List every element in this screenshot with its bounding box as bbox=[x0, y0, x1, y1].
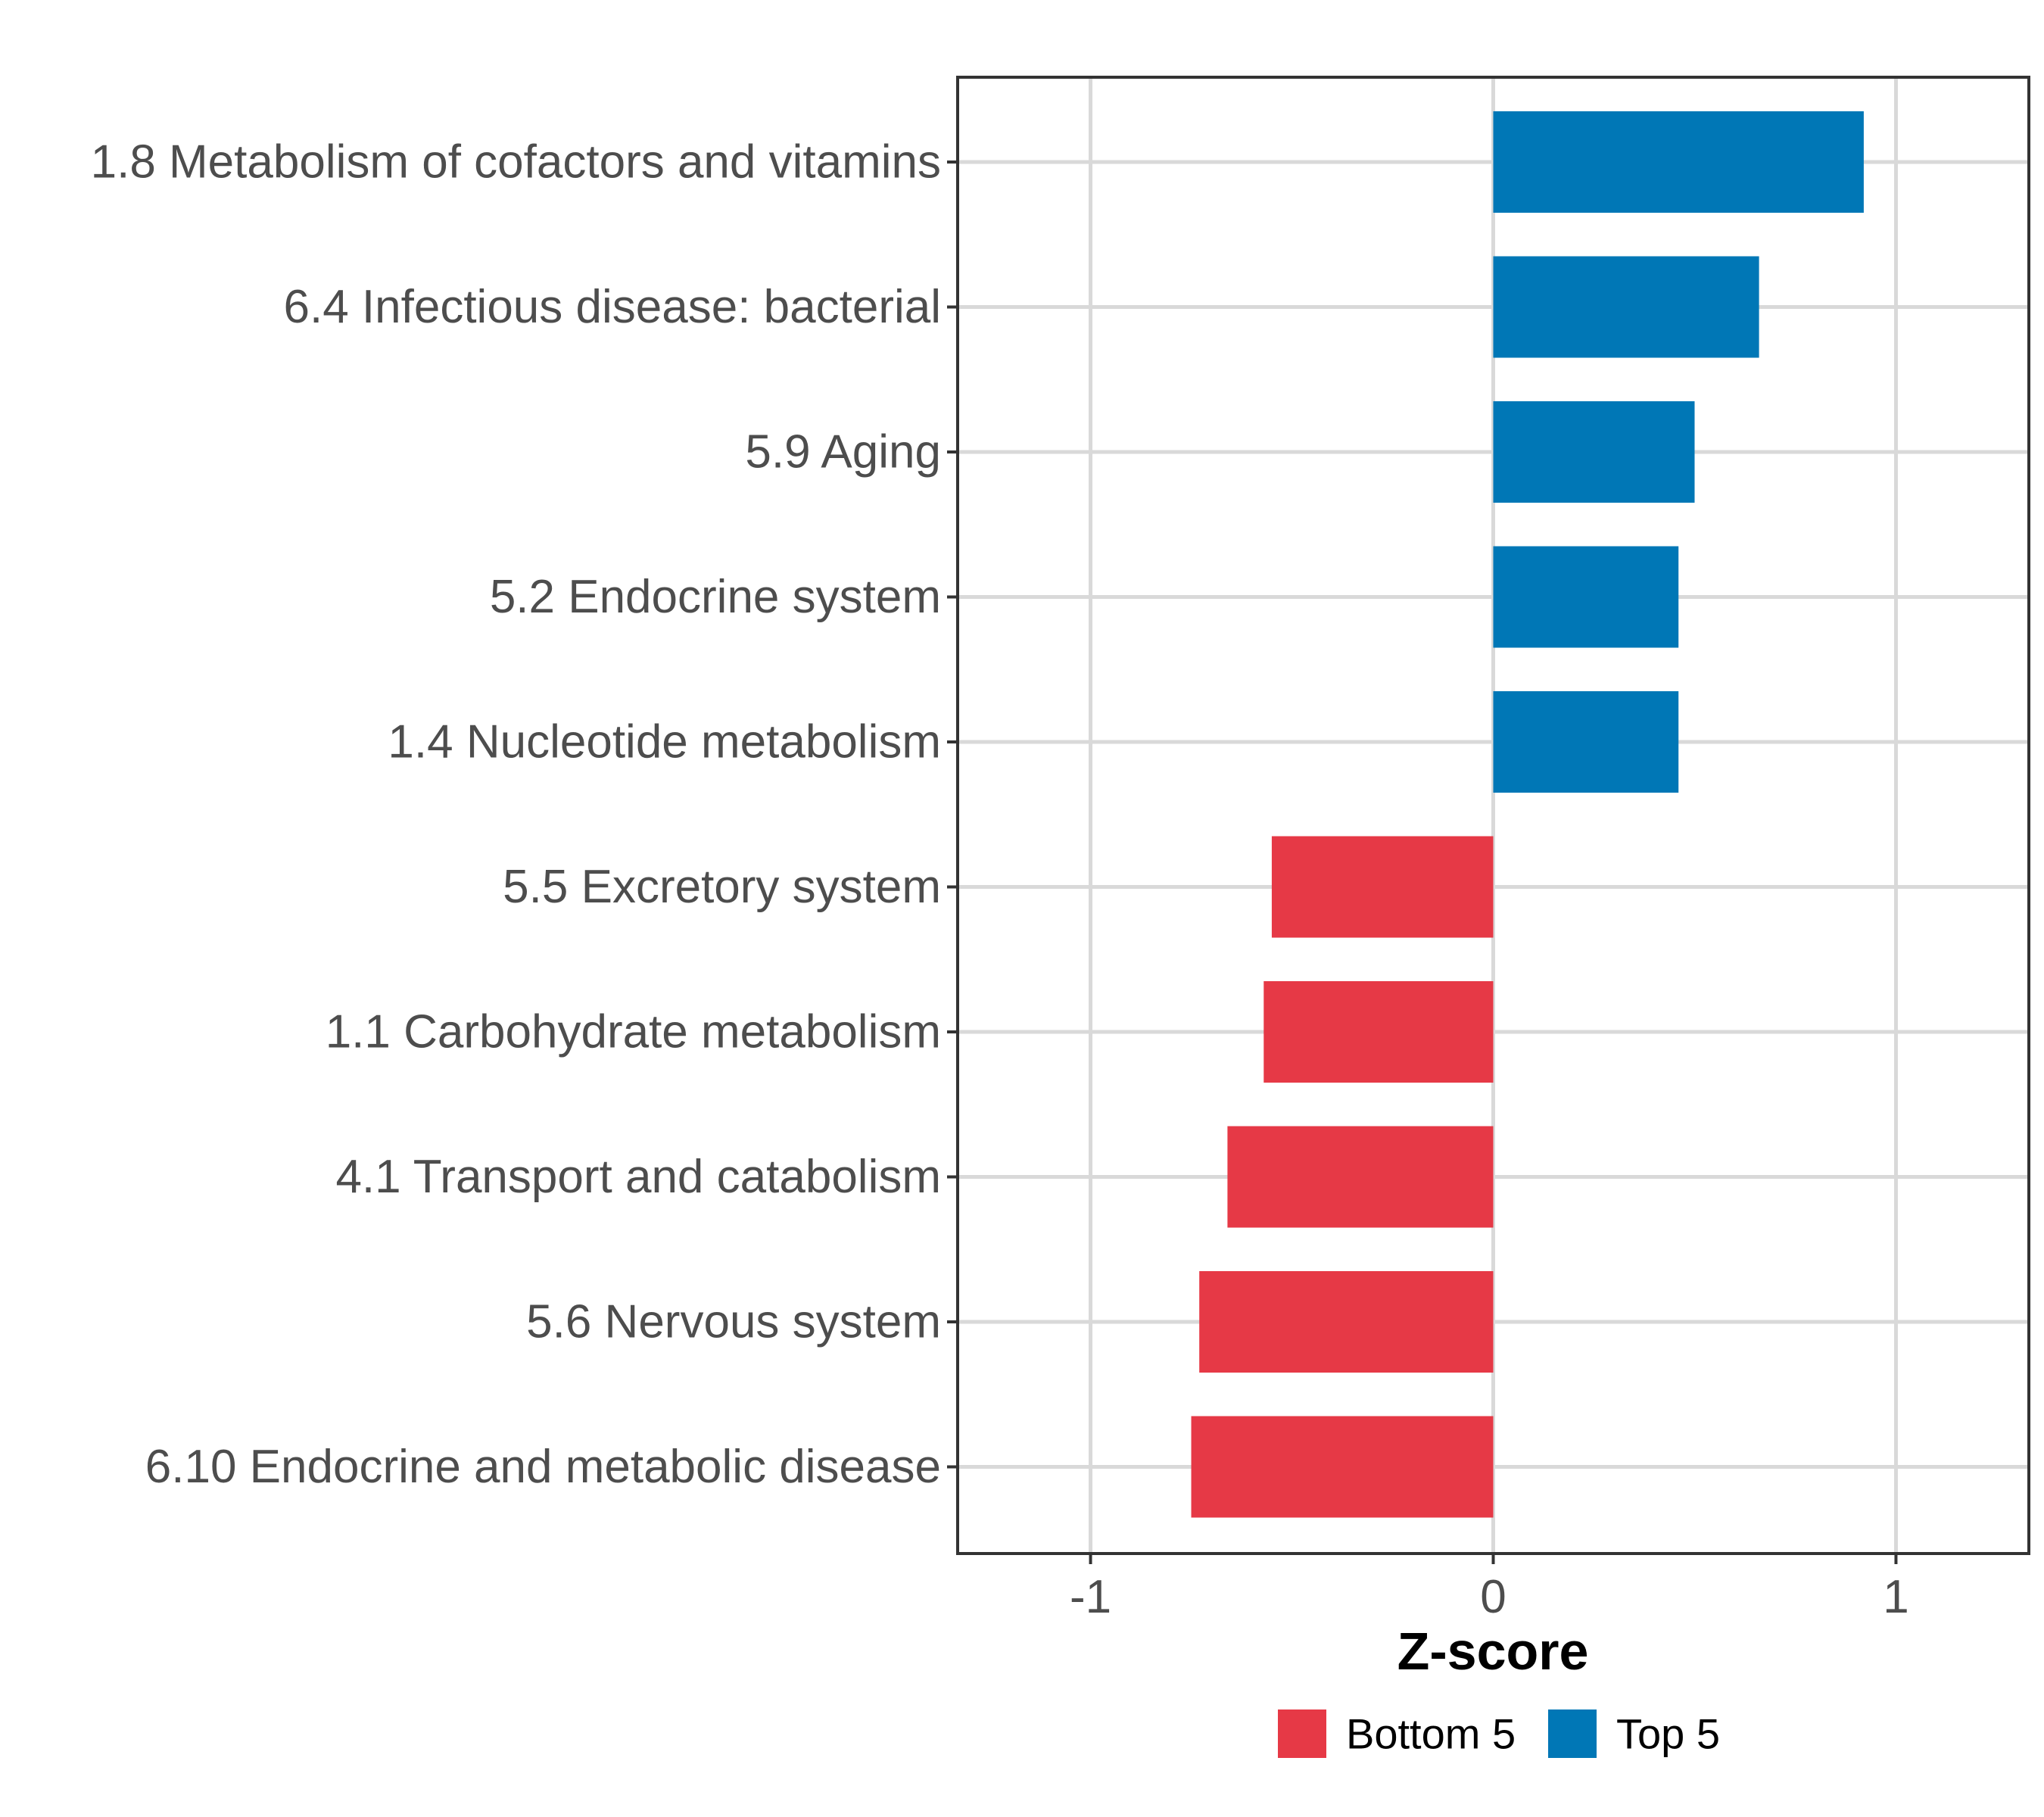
legend-label-bottom-5: Bottom 5 bbox=[1346, 1710, 1516, 1758]
bar-5-5-excretory-system bbox=[1271, 836, 1494, 938]
x-axis: -1 0 1 bbox=[1070, 1554, 1909, 1623]
bar-4-1-transport-and-catabolism bbox=[1227, 1126, 1494, 1228]
x-axis-title: Z-score bbox=[1397, 1622, 1589, 1681]
y-tick-label: 5.2 Endocrine system bbox=[490, 571, 941, 623]
y-tick-label: 1.1 Carbohydrate metabolism bbox=[326, 1006, 941, 1058]
y-tick-label: 5.5 Excretory system bbox=[503, 861, 941, 913]
bar-5-2-endocrine-system bbox=[1493, 546, 1679, 648]
legend-label-top-5: Top 5 bbox=[1616, 1710, 1720, 1758]
bar-1-8-metabolism-of-cofactors-and-vitamins bbox=[1493, 111, 1864, 213]
legend-key-bottom-5 bbox=[1278, 1709, 1326, 1758]
y-tick-label: 6.10 Endocrine and metabolic disease bbox=[145, 1441, 941, 1493]
x-tick-label: 0 bbox=[1480, 1571, 1506, 1623]
x-tick-label: 1 bbox=[1883, 1571, 1908, 1623]
bar-6-4-infectious-disease-bacterial bbox=[1493, 256, 1759, 358]
legend-key-top-5 bbox=[1548, 1709, 1597, 1758]
y-tick-label: 1.4 Nucleotide metabolism bbox=[388, 716, 941, 768]
bar-1-4-nucleotide-metabolism bbox=[1493, 691, 1679, 793]
bar-6-10-endocrine-and-metabolic-disease bbox=[1191, 1416, 1494, 1518]
x-tick-label: -1 bbox=[1070, 1571, 1111, 1623]
bar-layer bbox=[1191, 111, 1864, 1518]
bar-5-6-nervous-system bbox=[1199, 1271, 1494, 1373]
bar-5-9-aging bbox=[1493, 401, 1695, 503]
y-tick-label: 5.9 Aging bbox=[745, 426, 941, 478]
y-tick-label: 1.8 Metabolism of cofactors and vitamins bbox=[91, 136, 941, 189]
y-tick-label: 5.6 Nervous system bbox=[526, 1296, 941, 1348]
bar-1-1-carbohydrate-metabolism bbox=[1263, 981, 1494, 1083]
y-axis: 1.8 Metabolism of cofactors and vitamins… bbox=[91, 136, 958, 1493]
y-tick-label: 4.1 Transport and catabolism bbox=[335, 1151, 941, 1203]
legend: Bottom 5 Top 5 bbox=[1278, 1709, 1720, 1758]
y-tick-label: 6.4 Infectious disease: bacterial bbox=[283, 281, 941, 333]
